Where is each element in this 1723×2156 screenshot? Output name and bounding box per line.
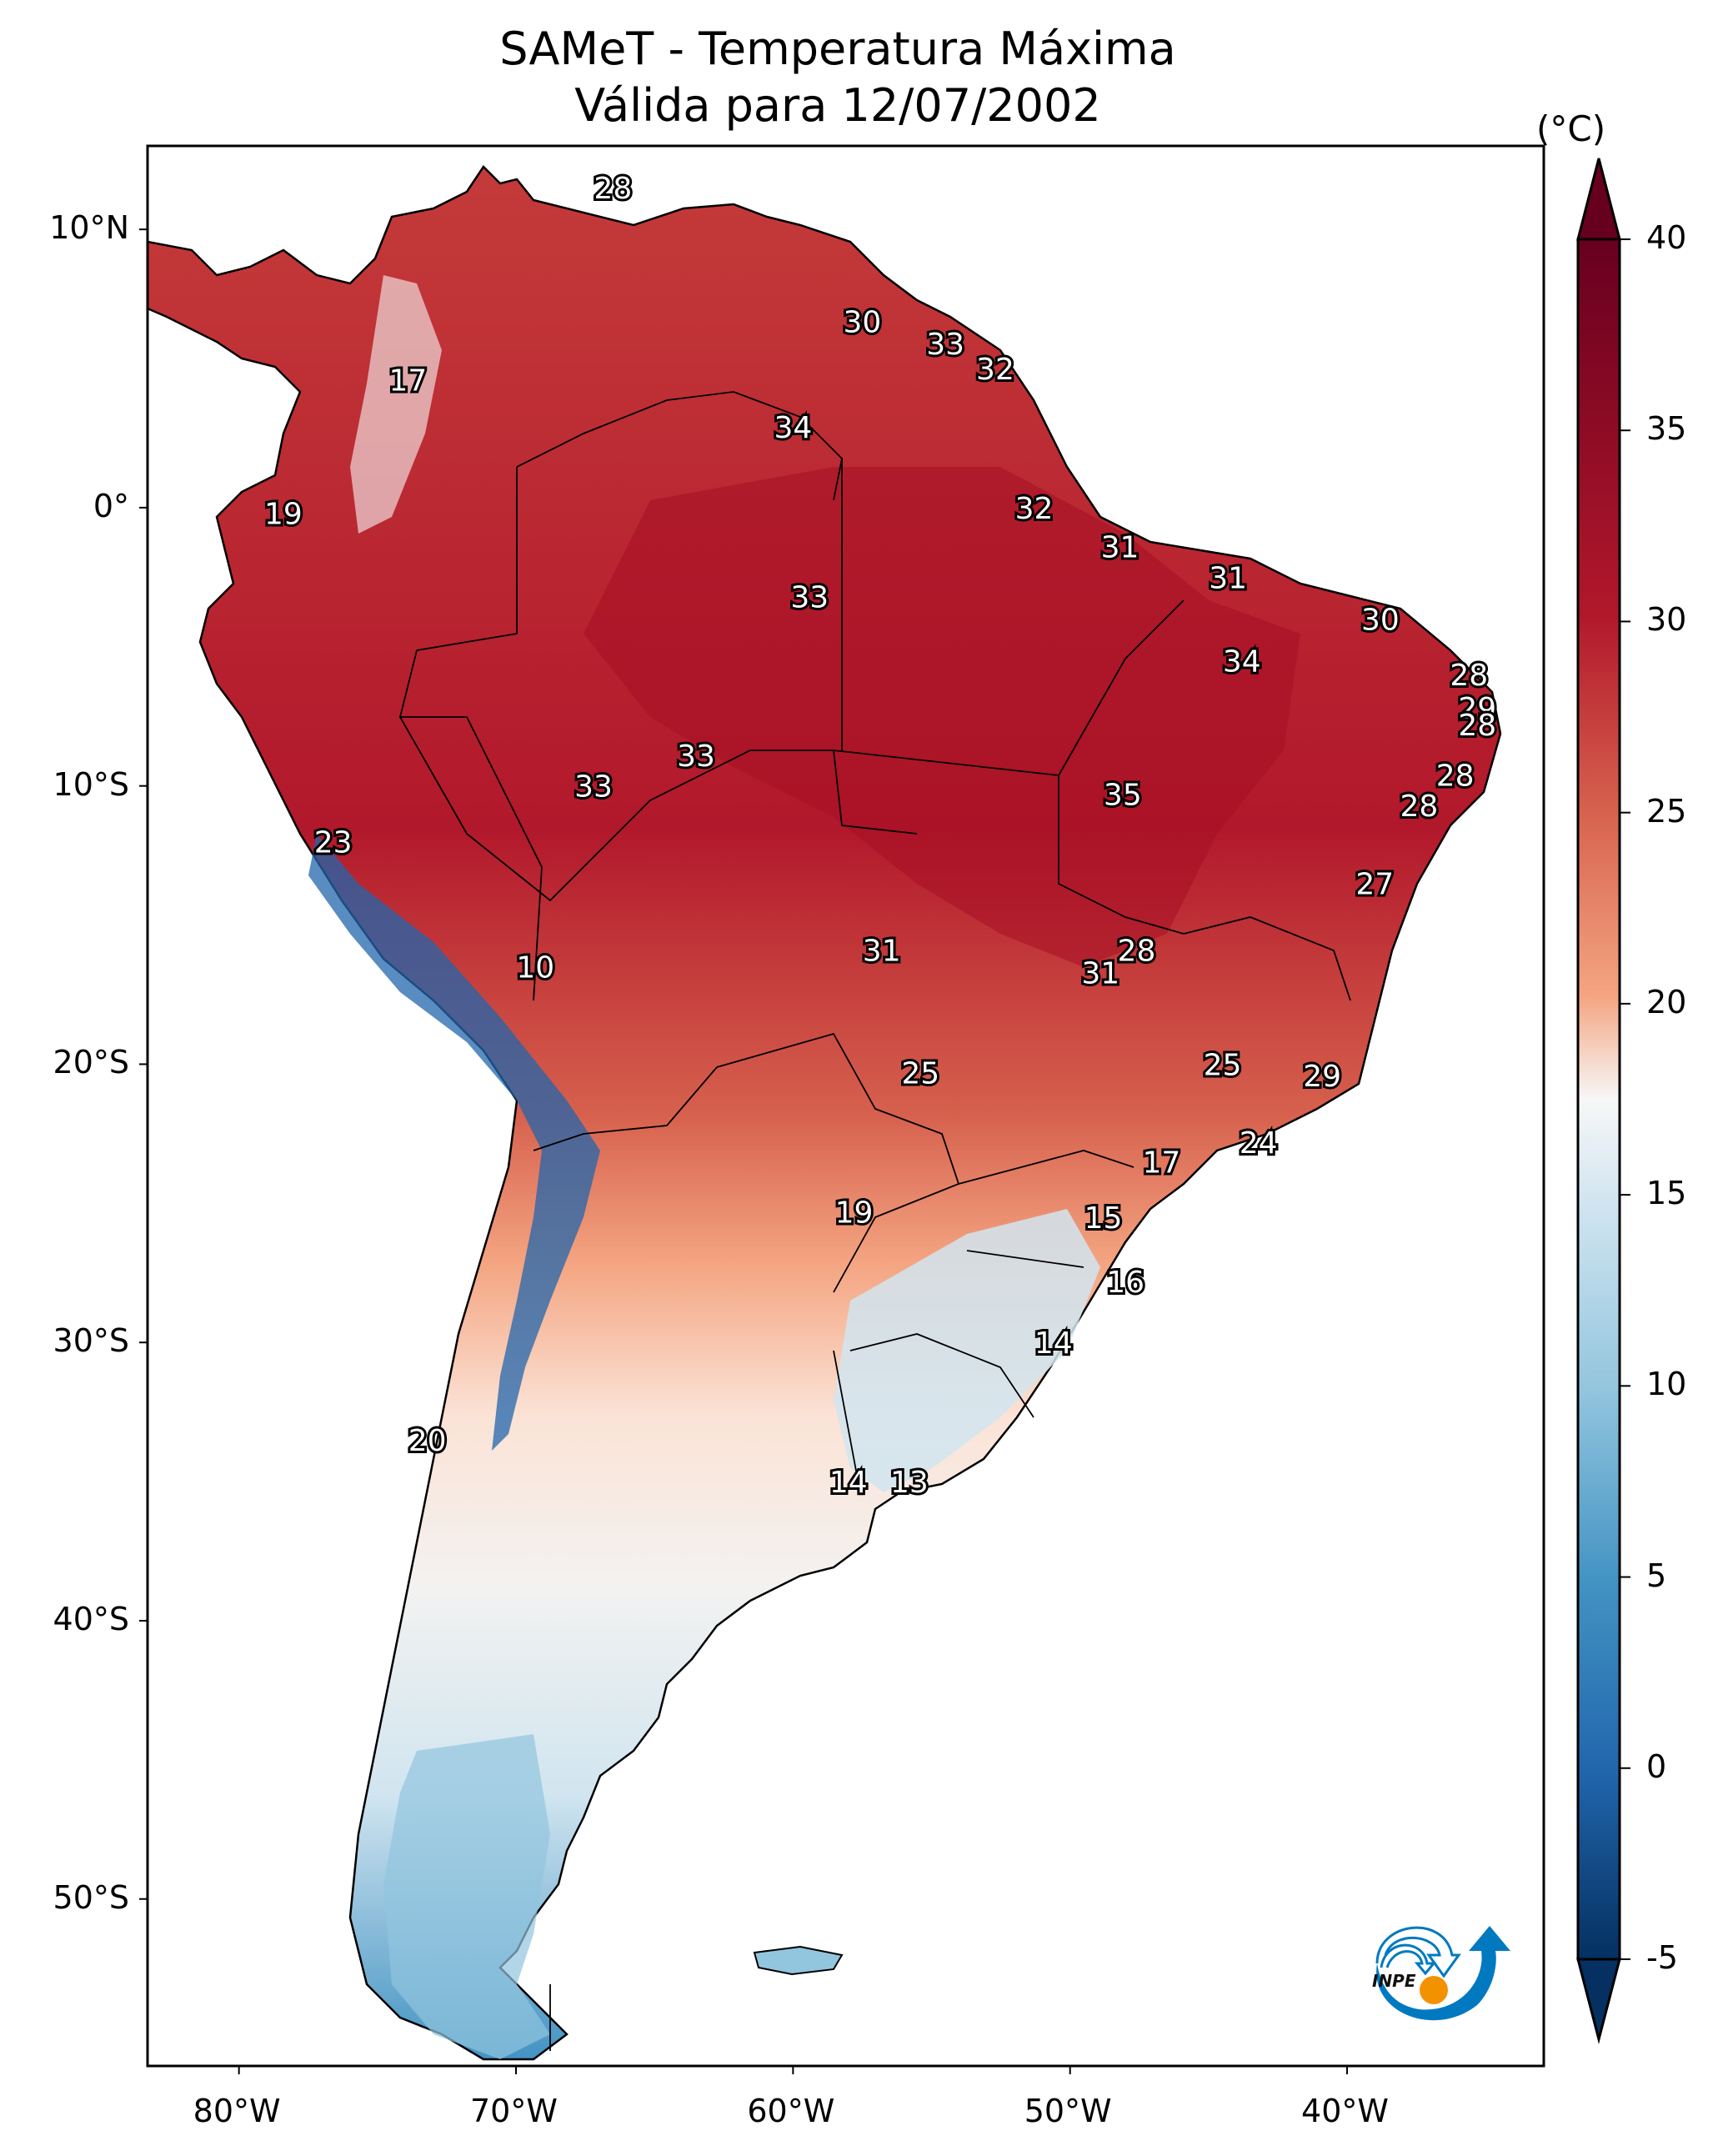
- contour-label: 23: [314, 825, 353, 860]
- y-axis-ticks: [139, 228, 148, 1900]
- contour-label: 20: [408, 1424, 447, 1458]
- colorbar-tick-label: 25: [1646, 792, 1687, 830]
- colorbar-ticks: [1620, 238, 1630, 1960]
- logo-text: INPE: [1372, 1971, 1416, 1991]
- colorbar-tick-label: 40: [1646, 219, 1687, 256]
- country-borders: [398, 391, 1351, 2051]
- contour-label: 30: [844, 305, 882, 339]
- contour-label: 31: [1101, 531, 1139, 565]
- colorbar-tick-label: 15: [1646, 1175, 1687, 1212]
- patagonia-cool: [383, 1734, 550, 2059]
- andes-cold-band: [308, 834, 600, 1451]
- colorbar: [1576, 158, 1630, 2044]
- contour-label: 28: [594, 172, 632, 206]
- contour-label: 33: [677, 740, 715, 774]
- contour-label: 17: [388, 364, 427, 398]
- colorbar-tick-label: 5: [1646, 1557, 1667, 1594]
- y-tick-label: 10°S: [53, 765, 129, 803]
- contour-label: 28: [1118, 935, 1156, 969]
- colorbar-tick-label: 20: [1646, 983, 1687, 1020]
- contour-label: 32: [1015, 492, 1054, 526]
- colorbar-top-extension: [1576, 158, 1621, 241]
- x-tick-label: 80°W: [193, 2093, 281, 2129]
- contour-label: 33: [574, 770, 613, 805]
- contour-label: 14: [1034, 1326, 1073, 1361]
- contour-label: 35: [1104, 779, 1142, 813]
- y-tick-label: 20°S: [53, 1044, 129, 1081]
- colorbar-tick-label: 10: [1646, 1366, 1687, 1403]
- chart-subtitle: Válida para 12/07/2002: [574, 79, 1101, 132]
- contour-label: 19: [264, 498, 303, 532]
- contour-label: 24: [1240, 1126, 1278, 1161]
- contour-label: 32: [976, 353, 1014, 387]
- colorbar-tick-label: 35: [1646, 410, 1687, 448]
- x-tick-label: 60°W: [747, 2093, 835, 2129]
- x-axis-ticks: [238, 2066, 1349, 2074]
- falkland-islands: [753, 1945, 844, 1976]
- contour-label: 31: [1209, 561, 1247, 595]
- colorbar-body: [1576, 238, 1621, 1961]
- logo-sun-icon: [1420, 1976, 1448, 2004]
- contour-label: 28: [1450, 659, 1488, 693]
- contour-label: 28: [1458, 709, 1496, 743]
- contour-label: 10: [516, 951, 554, 985]
- contour-label: 16: [1106, 1266, 1144, 1300]
- contour-label: 15: [1084, 1201, 1123, 1236]
- colorbar-bottom-extension: [1576, 1958, 1621, 2044]
- map-frame: [146, 144, 1545, 2068]
- y-tick-label: 10°N: [49, 209, 129, 247]
- y-tick-label: 0°: [93, 487, 129, 524]
- colorbar-tick-label: -5: [1646, 1939, 1678, 1976]
- contour-label: 29: [1303, 1060, 1341, 1094]
- contour-label: 19: [835, 1196, 874, 1230]
- map-area: [148, 165, 1502, 2061]
- logo-inner-arrow-icon: [1380, 1943, 1437, 1976]
- colorbar-unit-label: (°C): [1536, 108, 1606, 149]
- colorbar-tick-label: 30: [1646, 601, 1687, 639]
- x-tick-label: 50°W: [1024, 2093, 1112, 2129]
- y-tick-label: 40°S: [53, 1600, 129, 1637]
- contour-label: 27: [1355, 867, 1394, 901]
- x-tick-label: 70°W: [470, 2093, 558, 2129]
- colombia-highlands: [350, 275, 442, 534]
- hot-region: [584, 467, 1300, 967]
- contour-label: 28: [1436, 759, 1475, 793]
- contour-label: 13: [890, 1466, 929, 1500]
- contour-label: 29: [1458, 692, 1496, 726]
- contour-label: 25: [1204, 1048, 1242, 1082]
- logo-arrow-icon: [1375, 1926, 1461, 1978]
- contour-label: 34: [774, 411, 812, 445]
- contour-label: 34: [1223, 644, 1261, 679]
- colorbar-tick-label: 0: [1646, 1747, 1667, 1785]
- contour-label: 33: [926, 328, 964, 362]
- contour-label: 17: [1142, 1146, 1180, 1180]
- y-tick-label: 50°S: [53, 1878, 129, 1916]
- contour-label: 28: [1400, 790, 1439, 824]
- contour-label: 33: [790, 581, 829, 615]
- contour-label: 31: [1081, 956, 1119, 990]
- x-tick-label: 40°W: [1301, 2093, 1389, 2129]
- contour-label: 31: [863, 935, 901, 969]
- contour-label: 25: [901, 1056, 939, 1091]
- southern-brazil-cool: [834, 1209, 1100, 1492]
- contour-label: 14: [829, 1466, 868, 1500]
- inpe-logo: INPE: [1372, 1926, 1510, 2021]
- logo-swirl-icon: [1376, 1926, 1510, 2021]
- contour-label: 30: [1361, 603, 1400, 637]
- continent-shape: [148, 165, 1502, 2061]
- chart-title: SAMeT - Temperatura Máxima: [499, 23, 1176, 75]
- y-tick-label: 30°S: [53, 1322, 129, 1360]
